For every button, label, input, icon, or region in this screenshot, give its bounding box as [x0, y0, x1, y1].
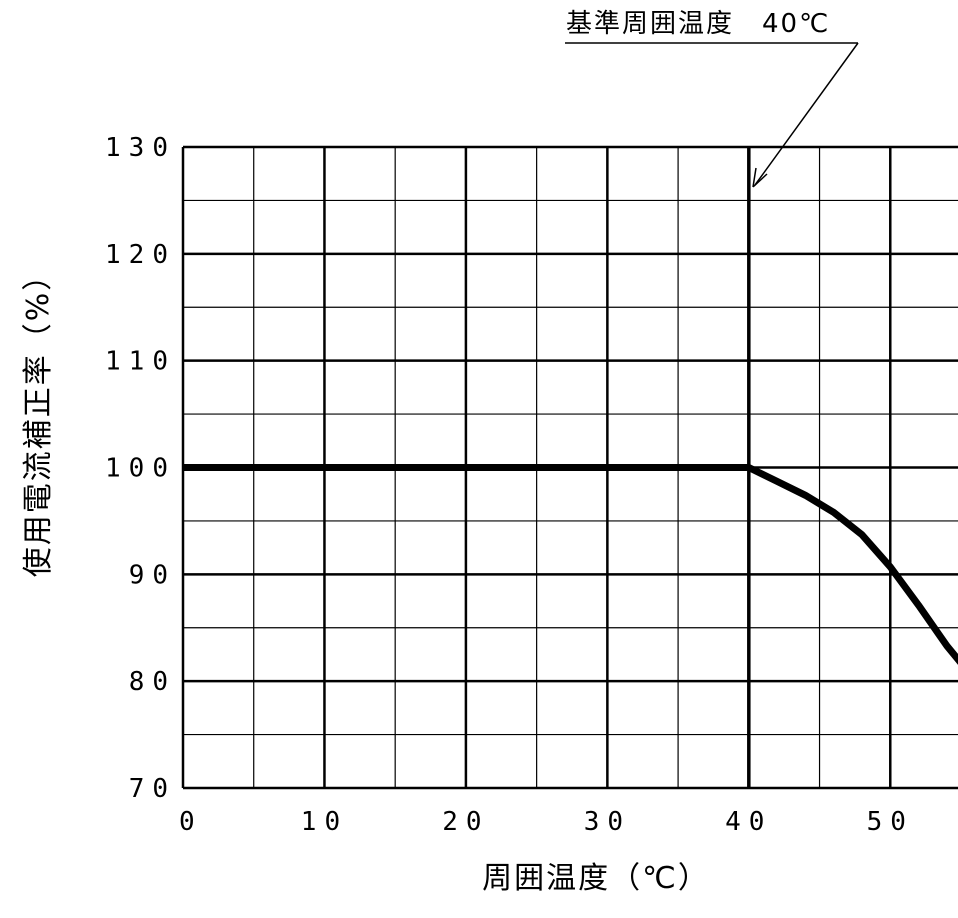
series-layer	[183, 464, 958, 665]
annotation-label: 基準周囲温度 40℃	[566, 9, 830, 39]
annotation-arrowhead	[752, 167, 768, 188]
x-tick-label: 0	[179, 807, 203, 837]
y-tick-label: 100	[105, 454, 176, 484]
x-tick-label: 30	[584, 807, 631, 837]
y-tick-label: 110	[105, 347, 176, 377]
y-axis-title: 使用電流補正率（%）	[21, 259, 56, 578]
series-line	[183, 464, 958, 665]
y-tick-label: 120	[105, 240, 176, 270]
x-tick-label: 40	[725, 807, 772, 837]
tick-labels: 70 80 90 100 110 120 130 0 10 20 30 40 50	[105, 133, 914, 837]
y-tick-label: 130	[105, 133, 176, 163]
y-tick-label: 80	[129, 667, 176, 697]
x-tick-label: 10	[301, 807, 348, 837]
annotation-leader-line	[754, 42, 859, 186]
x-tick-label: 20	[442, 807, 489, 837]
x-tick-label: 50	[867, 807, 914, 837]
y-tick-label: 90	[129, 560, 176, 590]
y-tick-label: 70	[129, 774, 176, 804]
reference-annotation: 基準周囲温度 40℃	[565, 9, 859, 188]
x-axis-title: 周囲温度（℃）	[482, 861, 710, 896]
